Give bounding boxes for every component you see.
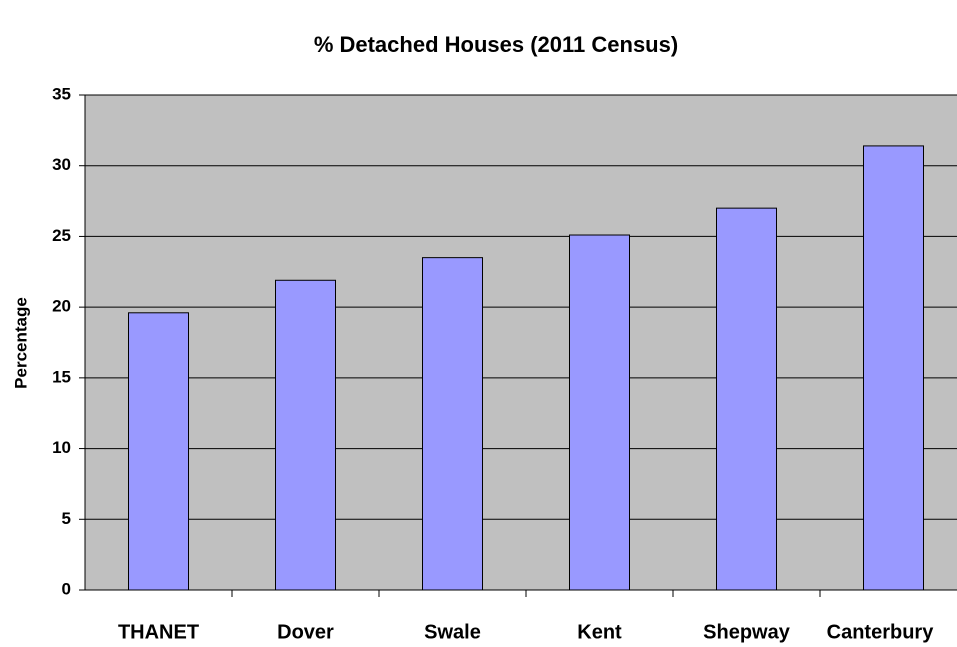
x-tick-label: Swale [424, 621, 481, 643]
x-tick-label: Dover [277, 621, 334, 643]
y-tick-label: 0 [62, 579, 71, 598]
chart-title: % Detached Houses (2011 Census) [314, 32, 678, 57]
y-tick-label: 5 [62, 509, 71, 528]
x-tick-label: Canterbury [827, 621, 935, 643]
plot-area [85, 95, 957, 590]
y-tick-label: 35 [52, 84, 71, 103]
y-tick-label: 10 [52, 438, 71, 457]
bar [716, 207, 777, 591]
y-axis-label: Percentage [11, 297, 30, 389]
x-tick-label: Kent [577, 621, 622, 643]
x-tick-label: Shepway [703, 621, 791, 643]
y-tick-label: 25 [52, 226, 71, 245]
y-tick-label: 20 [52, 297, 71, 316]
bar [569, 234, 630, 591]
bar [275, 279, 336, 591]
y-tick-label: 15 [52, 367, 71, 386]
bar [422, 257, 483, 591]
bar [863, 145, 924, 591]
y-tick-label: 30 [52, 155, 71, 174]
x-tick-label: THANET [118, 621, 199, 643]
bar [128, 312, 189, 591]
